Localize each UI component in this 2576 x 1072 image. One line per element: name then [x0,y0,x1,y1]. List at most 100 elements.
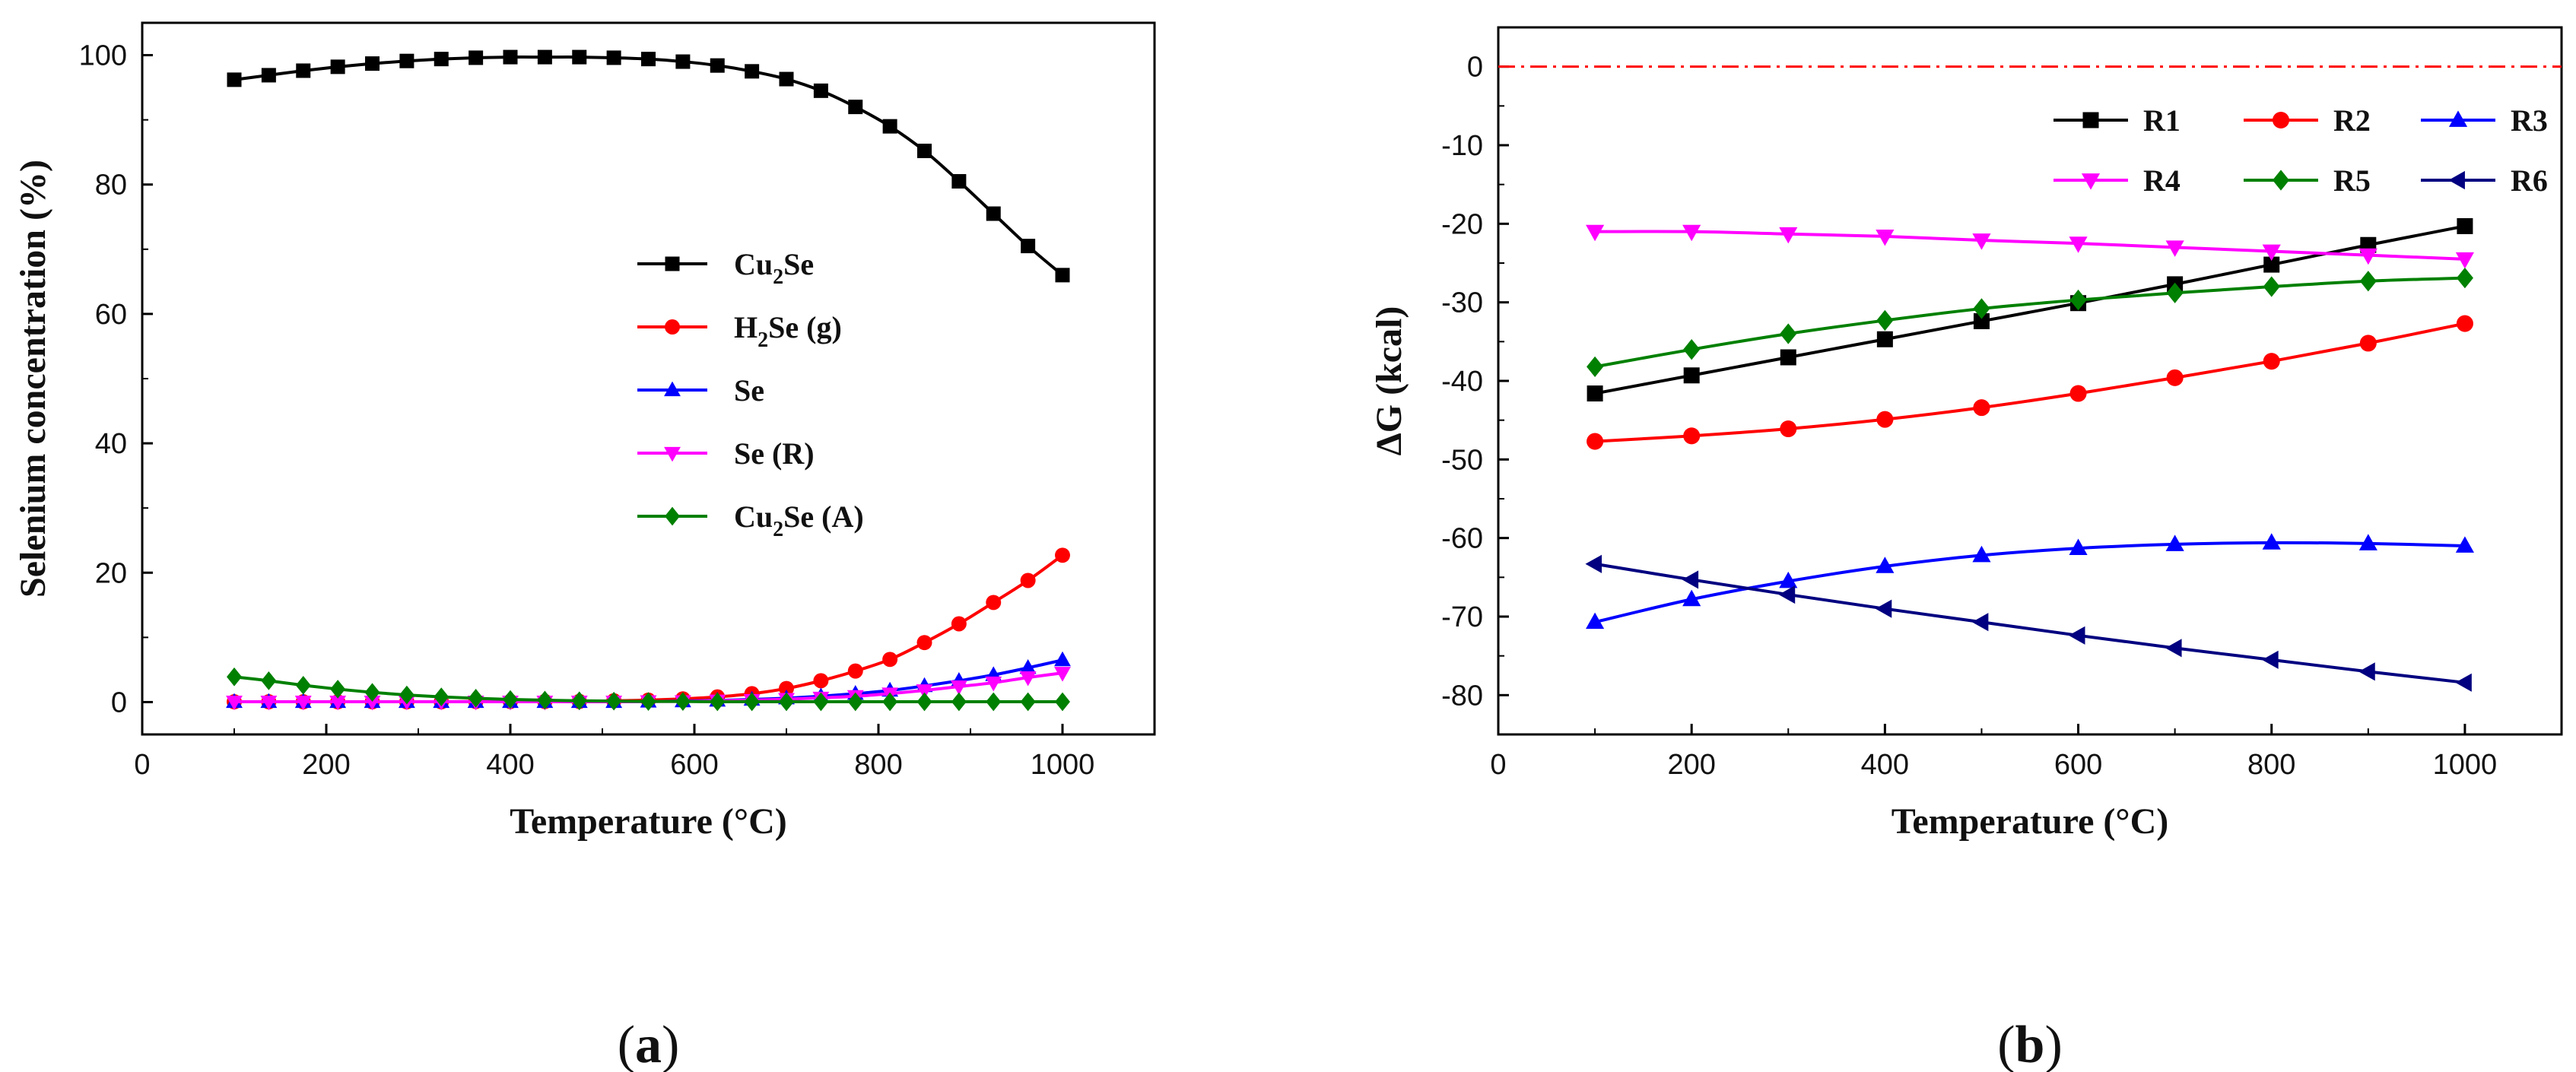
data-point [1682,589,1701,607]
data-point [2069,289,2087,311]
data-point [1876,331,1893,347]
data-point [2359,271,2377,292]
legend-marker [664,446,681,462]
y-tick-label: 80 [95,170,127,201]
data-point [260,695,278,711]
legend-label: R5 [2333,163,2371,198]
data-point [294,695,312,711]
data-point [2455,673,2472,692]
data-point [329,695,347,711]
series-r2 [1587,315,2473,450]
data-point [1683,367,1700,384]
series-cu2se [227,49,1070,283]
data-point [1586,224,1605,242]
y-tick-label: -30 [1441,287,1483,319]
data-point [2358,662,2375,681]
series-line [233,553,1064,704]
legend-label: Cu2Se [734,247,814,289]
data-point [606,691,622,711]
series-r6 [1585,554,2472,692]
legend-item: Se [637,373,764,408]
y-tick-label: 60 [95,299,127,331]
data-point [2456,315,2473,332]
data-point [951,616,967,632]
data-point [641,52,656,67]
data-point [813,83,828,98]
legend-label: R3 [2511,103,2548,138]
legend-label: R6 [2511,163,2548,198]
data-point [365,56,380,71]
data-point [986,595,1002,611]
panel-label: (a) [618,1016,680,1072]
data-point [951,692,967,712]
data-point [1020,572,1036,588]
data-point [503,690,518,709]
x-tick-label: 400 [486,749,534,781]
data-point [1055,692,1070,712]
data-point [572,49,587,65]
data-point [1019,671,1037,687]
data-point [261,671,277,690]
legend-item: Cu2Se (A) [637,500,864,541]
data-point [882,119,897,134]
y-axis-title: Selenium concentration (%) [13,160,53,598]
legend-item: R1 [2053,103,2181,138]
data-point [2455,252,2474,269]
y-tick-label: -80 [1441,680,1483,712]
legend-marker [664,381,681,397]
data-point [2263,276,2280,297]
data-point [1683,427,1701,445]
series-line [1594,562,2466,684]
data-point [1780,349,1796,366]
data-point [1021,239,1036,254]
legend-label: H2Se (g) [734,310,842,352]
y-tick-label: 40 [95,428,127,460]
data-point [2456,267,2473,289]
data-point [1779,571,1798,588]
series-line [233,56,1064,277]
data-point [537,49,552,65]
data-point [1973,399,1990,417]
data-point [2262,650,2279,669]
legend-item: H2Se (g) [637,310,842,352]
data-point [469,50,484,65]
data-point [985,676,1002,692]
data-point [2455,536,2474,553]
series-line [1594,322,2466,443]
y-tick-label: -50 [1441,444,1483,476]
data-point [227,667,242,687]
data-point [2165,534,2184,551]
data-point [2262,533,2281,550]
legend-label: Se [734,373,764,408]
data-point [364,695,381,711]
data-point [917,143,932,158]
series-r5 [1587,267,2473,378]
series-line [1594,276,2465,369]
data-point [2263,353,2280,370]
legend-label: R1 [2143,103,2181,138]
series-h2se-g- [227,547,1070,710]
legend: Cu2Se H2Se (g) Se Se (R) Cu2Se (A) [637,247,864,541]
legend-marker [2272,111,2290,129]
data-point [1973,312,1990,329]
data-point [330,59,345,75]
data-point [640,692,656,711]
data-point [1587,356,1604,378]
series-r1 [1587,217,2473,402]
x-tick-label: 1000 [2433,749,2498,781]
data-point [2166,369,2184,386]
data-point [882,692,898,712]
legend-label: R4 [2143,163,2181,198]
data-point [882,652,898,668]
data-point [571,691,587,711]
data-point [1876,309,1894,331]
legend-item: R4 [2053,163,2181,198]
y-tick-label: 20 [95,557,127,589]
plot-frame [141,21,1156,736]
data-point [2262,244,2281,262]
data-point [1585,554,1602,573]
data-point [916,635,932,651]
data-point [1875,599,1892,618]
x-tick-label: 0 [1490,749,1506,781]
data-point [847,663,863,679]
